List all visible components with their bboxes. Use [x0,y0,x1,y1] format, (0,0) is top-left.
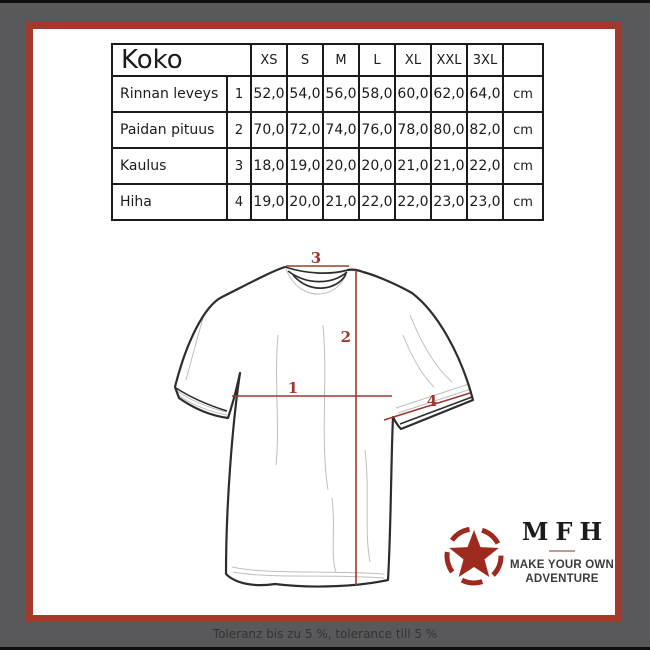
table-title: Koko [111,43,252,77]
tagline-line1: MAKE YOUR OWN [510,559,614,571]
size-value: 80,0 [430,111,468,149]
measure-label-collar: 3 [311,249,321,267]
size-value: 20,0 [286,183,324,221]
size-value: 74,0 [322,111,360,149]
mfh-logo: MFH MAKE YOUR OWN ADVENTURE [441,519,619,619]
measurement-label: Hiha [111,183,228,221]
size-value: 23,0 [430,183,468,221]
size-column-header: S [286,43,324,77]
shirt-outline [173,265,475,588]
size-table: Koko XS S M L XL XXL 3XL Rinnan leveys 1 52,0 54,0… [111,43,544,221]
size-column-header: XXL [430,43,468,77]
measurement-number: 1 [226,75,252,113]
unit-cell: cm [502,111,544,149]
measurement-label: Paidan pituus [111,111,228,149]
size-value: 19,0 [286,147,324,185]
size-value: 76,0 [358,111,396,149]
logo-text-block: MFH MAKE YOUR OWN ADVENTURE [505,519,619,586]
measurement-lines [232,265,471,585]
top-black-strip [0,0,650,3]
size-value: 62,0 [430,75,468,113]
measure-line-sleeve [383,392,471,421]
size-value: 72,0 [286,111,324,149]
size-value: 21,0 [322,183,360,221]
measure-label-length: 2 [341,328,351,346]
measurement-number: 2 [226,111,252,149]
table-row: Paidan pituus 2 70,0 72,0 74,0 76,0 78,0 80,0 82… [111,111,544,149]
collar-band [284,266,349,289]
size-value: 78,0 [394,111,432,149]
tshirt-measurement-diagram: 1 2 3 4 [173,249,475,588]
table-header-row: Koko XS S M L XL XXL 3XL [111,43,544,77]
measurement-label: Rinnan leveys [111,75,228,113]
size-value: 20,0 [358,147,396,185]
size-value: 60,0 [394,75,432,113]
size-value: 70,0 [250,111,288,149]
size-column-header: 3XL [466,43,504,77]
size-value: 22,0 [466,147,504,185]
unit-cell: cm [502,183,544,221]
table-body: Rinnan leveys 1 52,0 54,0 56,0 58,0 60,0 62,0 64… [111,75,544,221]
size-value: 20,0 [322,147,360,185]
size-column-header: XS [250,43,288,77]
size-value: 23,0 [466,183,504,221]
size-value: 18,0 [250,147,288,185]
table-row: Kaulus 3 18,0 19,0 20,0 20,0 21,0 21,0 22,0 cm [111,147,544,185]
logo-divider [549,550,575,552]
size-value: 64,0 [466,75,504,113]
measure-label-chest: 1 [288,379,298,397]
brand-name: MFH [521,517,610,546]
tagline-line2: ADVENTURE [525,573,599,585]
star-icon [444,526,504,586]
size-value: 22,0 [394,183,432,221]
size-value: 19,0 [250,183,288,221]
size-value: 21,0 [394,147,432,185]
measurement-number: 4 [226,183,252,221]
tolerance-note: Toleranz bis zu 5 %, tolerance till 5 % [212,627,438,641]
size-value: 54,0 [286,75,324,113]
size-column-header: L [358,43,396,77]
measurement-number: 3 [226,147,252,185]
size-value: 82,0 [466,111,504,149]
bottom-black-strip [0,647,650,650]
table-row: Rinnan leveys 1 52,0 54,0 56,0 58,0 60,0 62,0 64… [111,75,544,113]
cuff-band-lines [175,387,473,425]
size-value: 52,0 [250,75,288,113]
size-value: 22,0 [358,183,396,221]
unit-cell: cm [502,75,544,113]
size-value: 56,0 [322,75,360,113]
shirt-wrinkle-lines [176,268,472,579]
size-column-header: M [322,43,360,77]
unit-cell: cm [502,147,544,185]
size-column-header: XL [394,43,432,77]
measurement-label: Kaulus [111,147,228,185]
size-chart-card: Koko XS S M L XL XXL 3XL Rinnan leveys 1 52,0 54,0… [26,22,622,622]
size-value: 21,0 [430,147,468,185]
measure-label-sleeve: 4 [427,392,437,410]
unit-column-header [502,43,544,77]
table-row: Hiha 4 19,0 20,0 21,0 22,0 22,0 23,0 23,0 cm [111,183,544,221]
size-value: 58,0 [358,75,396,113]
